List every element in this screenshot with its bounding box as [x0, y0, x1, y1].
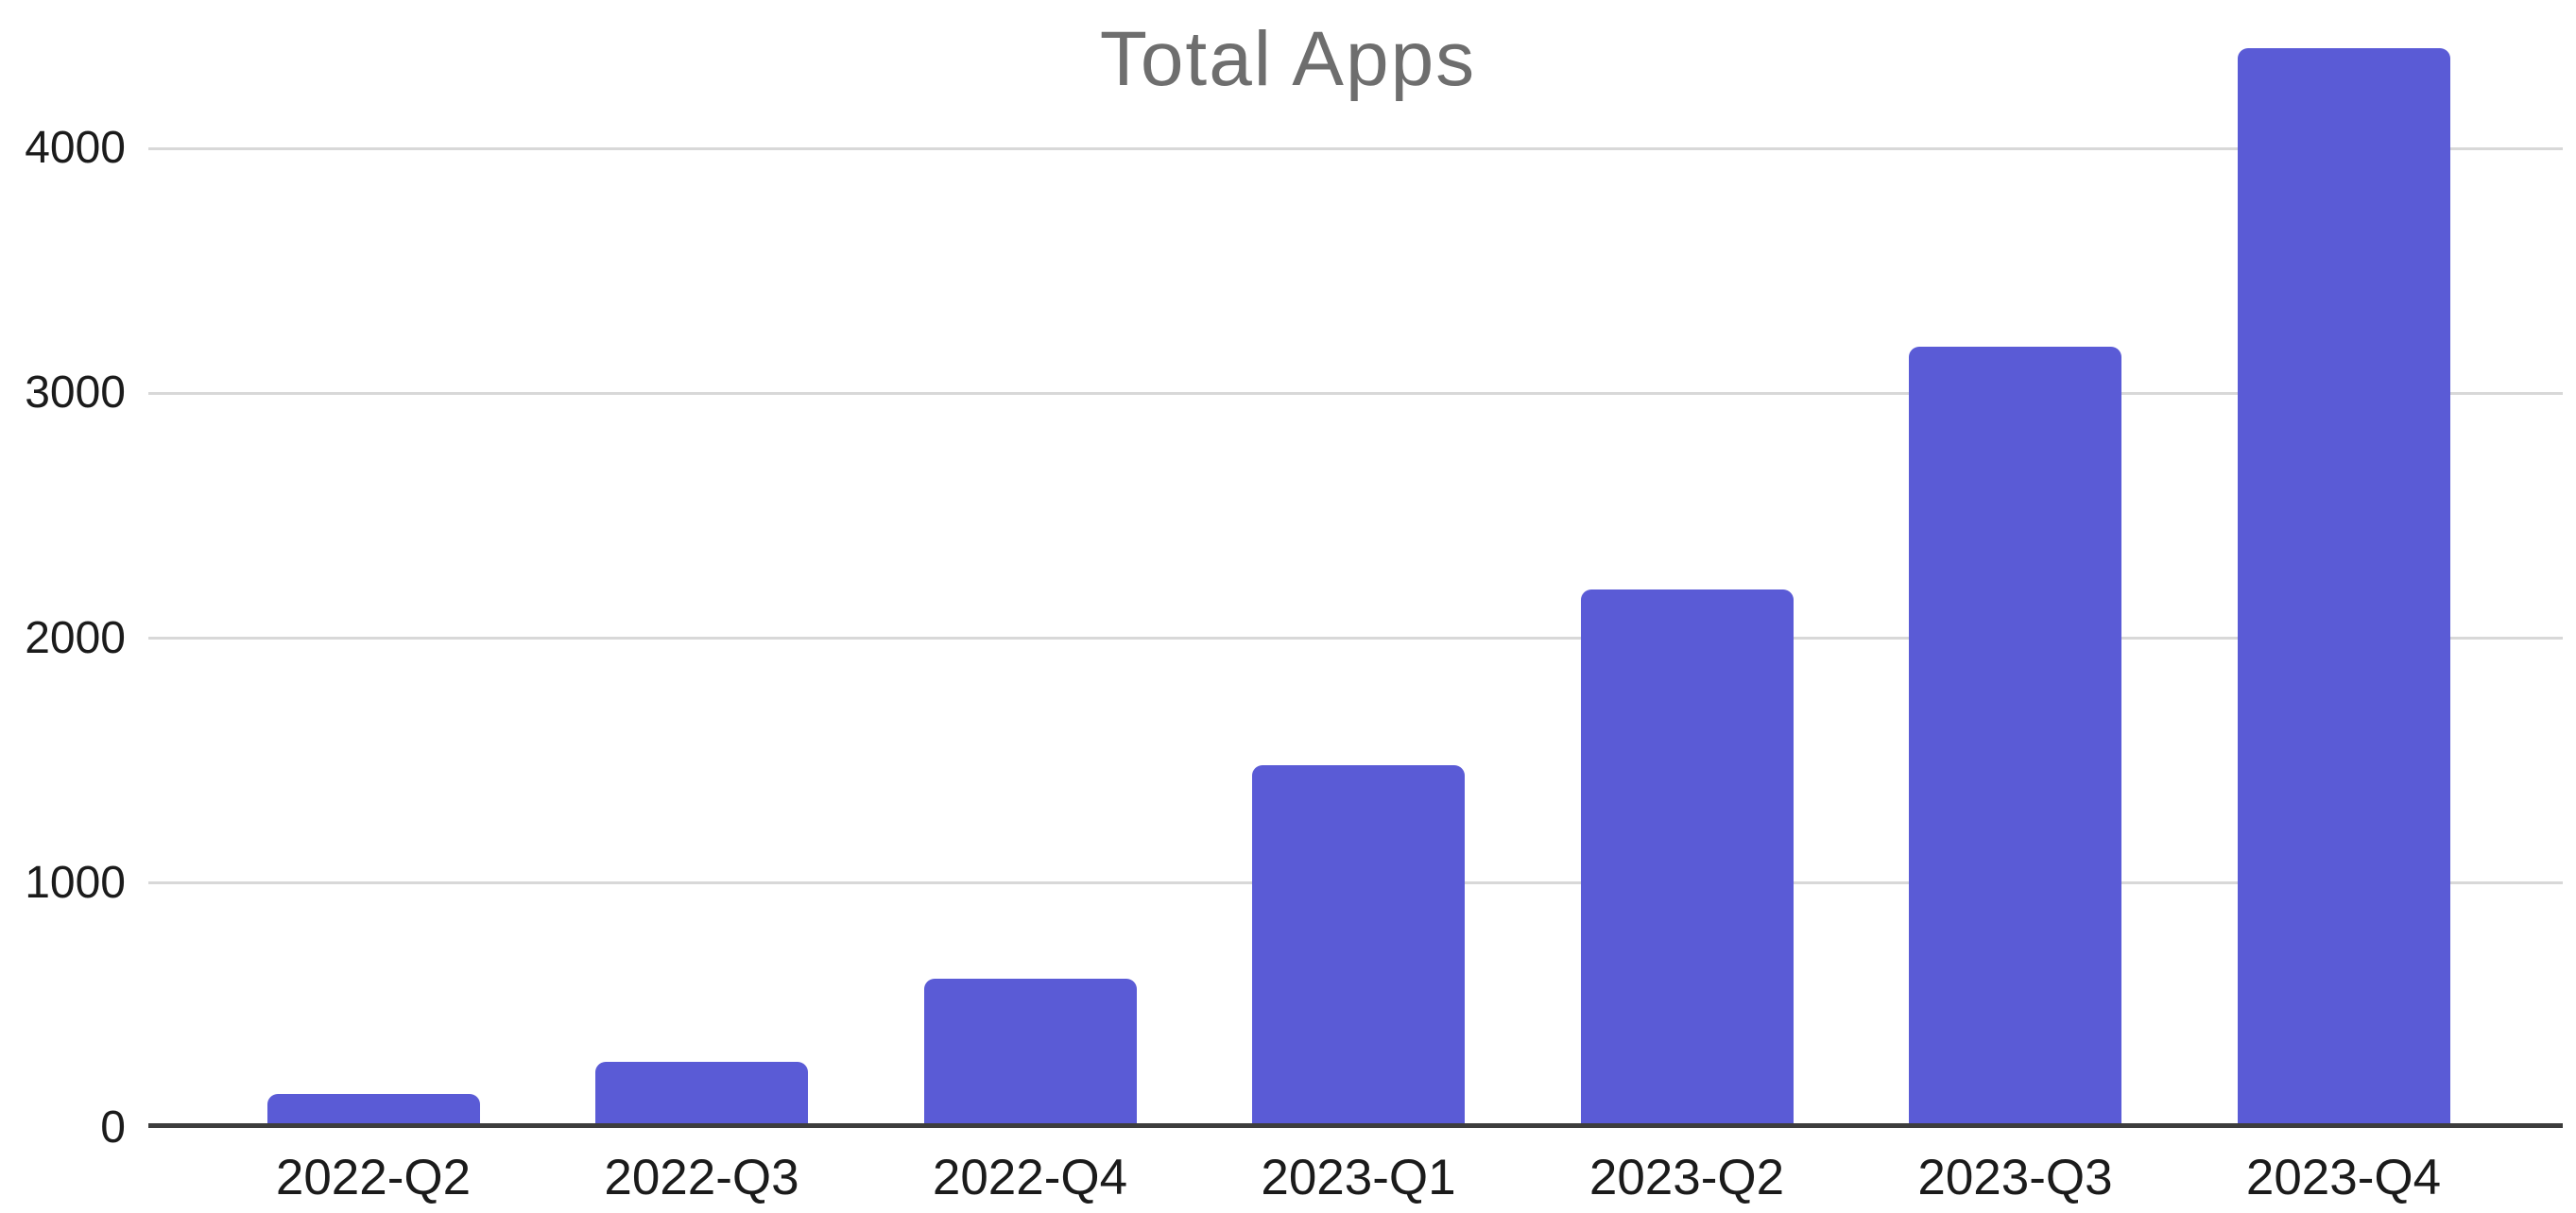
- x-axis-tick-label: 2023-Q2: [1589, 1150, 1785, 1205]
- x-axis-tick-label: 2023-Q3: [1917, 1150, 2113, 1205]
- y-axis-tick-label: 0: [100, 1102, 126, 1153]
- x-axis-tick-label: 2023-Q4: [2245, 1150, 2442, 1205]
- x-axis-line: [148, 1123, 2563, 1128]
- y-axis-tick-label: 4000: [25, 123, 126, 173]
- x-axis-tick-label: 2023-Q1: [1261, 1150, 1456, 1205]
- plot-area: [148, 0, 2563, 1128]
- bar-2022-Q4[interactable]: [923, 978, 1137, 1128]
- y-axis-tick-label: 3000: [25, 367, 126, 419]
- bar-2023-Q1[interactable]: [1252, 765, 1465, 1128]
- bar-2022-Q2[interactable]: [266, 1093, 480, 1128]
- bar-2022-Q3[interactable]: [595, 1062, 808, 1128]
- bar-2023-Q2[interactable]: [1580, 589, 1794, 1128]
- y-axis-tick-label: 1000: [25, 857, 126, 908]
- chart-title: Total Apps: [1099, 16, 1477, 102]
- gridline-3000: [148, 391, 2563, 395]
- y-axis-tick-label: 2000: [25, 612, 126, 663]
- bar-2023-Q4[interactable]: [2237, 47, 2450, 1128]
- x-axis-tick-label: 2022-Q4: [932, 1150, 1128, 1205]
- bar-2023-Q3[interactable]: [1909, 347, 2121, 1128]
- x-axis-tick-label: 2022-Q2: [275, 1150, 472, 1205]
- gridline-2000: [148, 637, 2563, 640]
- gridline-4000: [148, 146, 2563, 150]
- x-axis-tick-label: 2022-Q3: [604, 1150, 799, 1205]
